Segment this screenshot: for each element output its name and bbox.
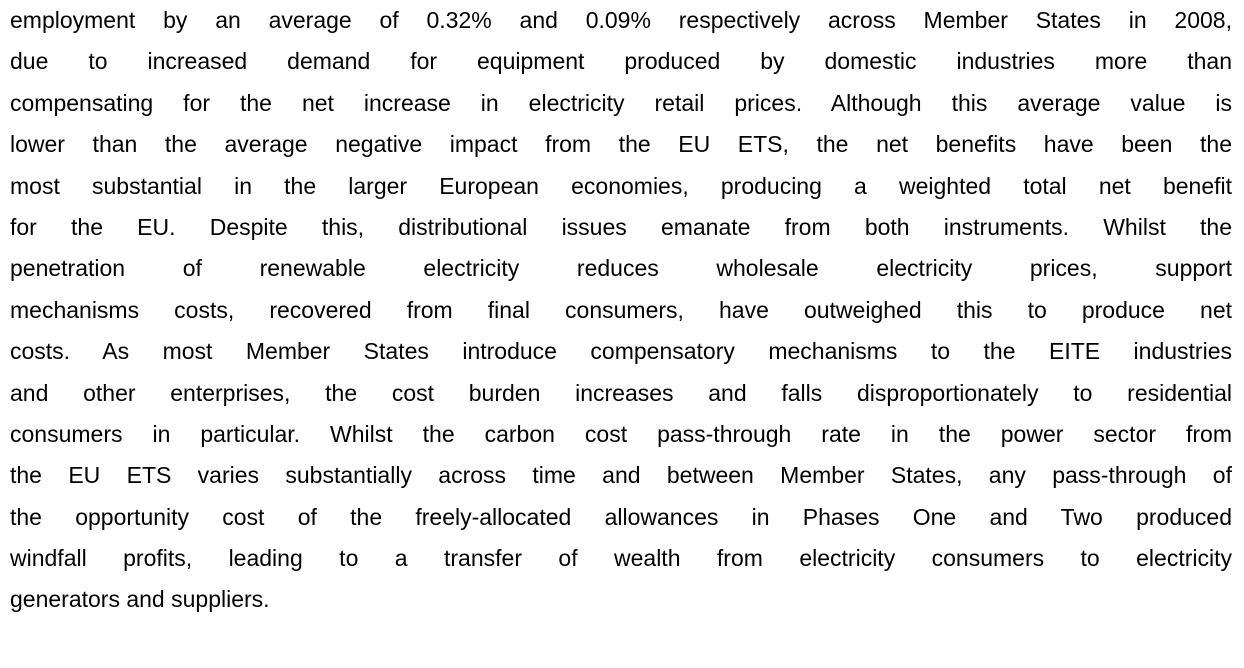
text-line: lower than the average negative impact f…	[10, 131, 1232, 158]
document-text: employment by an average of 0.32% and 0.…	[10, 0, 1232, 621]
text-line: most substantial in the larger European …	[10, 172, 1232, 199]
text-line: compensating for the net increase in ele…	[10, 89, 1232, 116]
text-line: due to increased demand for equipment pr…	[10, 48, 1232, 75]
text-line: generators and suppliers.	[10, 586, 270, 613]
text-line: mechanisms costs, recovered from final c…	[10, 296, 1232, 323]
text-line: the EU ETS varies substantially across t…	[10, 462, 1232, 489]
text-line: costs. As most Member States introduce c…	[10, 338, 1232, 365]
text-line: penetration of renewable electricity red…	[10, 255, 1232, 282]
text-line: windfall profits, leading to a transfer …	[10, 545, 1232, 572]
text-line: the opportunity cost of the freely-alloc…	[10, 503, 1232, 530]
text-line: for the EU. Despite this, distributional…	[10, 213, 1232, 240]
text-line: employment by an average of 0.32% and 0.…	[10, 7, 1232, 33]
text-line: consumers in particular. Whilst the carb…	[10, 420, 1232, 447]
text-line: and other enterprises, the cost burden i…	[10, 379, 1232, 406]
